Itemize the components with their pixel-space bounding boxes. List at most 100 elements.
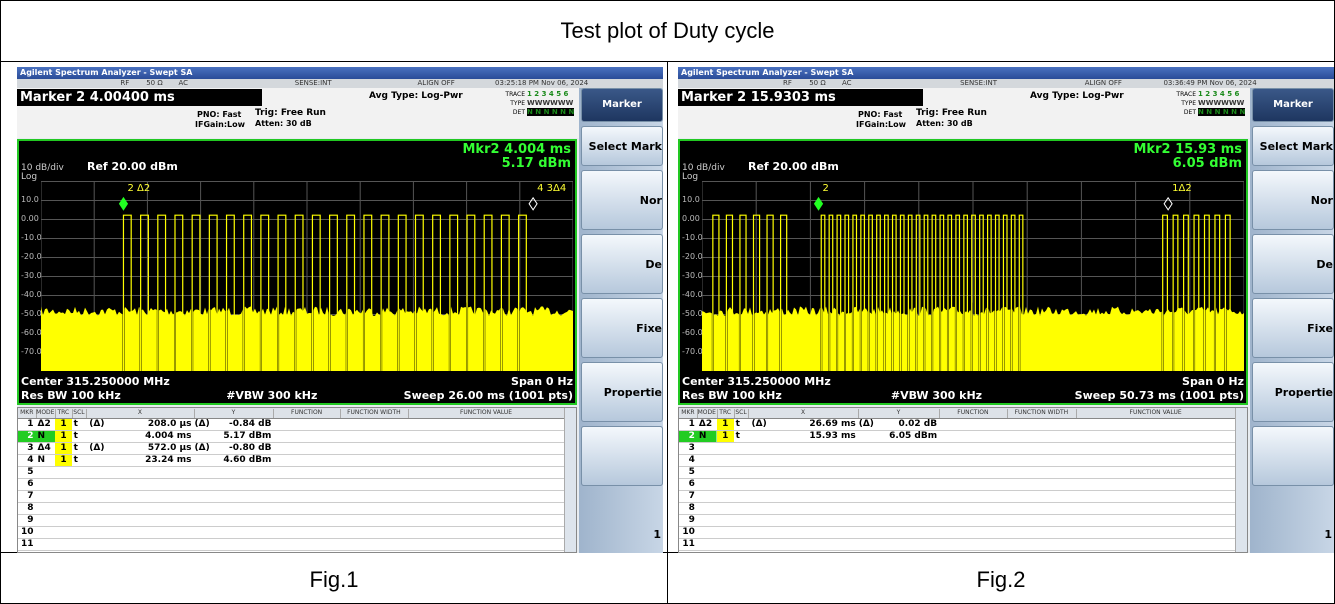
table-row [18,539,564,551]
status-text: 03:36:49 PM Nov 06, 2024 [1163,79,1256,88]
table-header-cell: MKR [18,409,37,418]
y-axis-label: -70.0 [21,347,42,356]
trace-value: WWWWWW [1198,99,1244,107]
softkey-header[interactable]: Marker [581,88,663,122]
table-cell: 6.05 dBm [878,431,937,442]
softkey [581,426,663,486]
softkey[interactable]: Fixe [1252,298,1334,358]
trace-label: TYPE [1148,100,1196,107]
softkey[interactable]: Nor [1252,170,1334,230]
marker-diamond [529,198,537,210]
softkey[interactable]: Select Mark [581,126,663,166]
table-cell: 6 [18,479,34,490]
table-cell: t [736,431,751,442]
table-cell: 2 [18,431,34,442]
softkey[interactable]: Propertie [581,362,663,422]
softkey[interactable]: De [581,234,663,294]
y-axis-label: 10.0 [682,195,700,204]
table-cell: 8 [18,503,34,514]
figure-caption: Fig.2 [668,553,1334,603]
y-axis-label: -60.0 [21,328,42,337]
plot-marker-label: 1Δ2 [1172,183,1192,194]
table-row [679,431,1235,443]
softkey[interactable]: De [1252,234,1334,294]
plot-marker-label: 2 Δ2 [127,183,150,194]
softkey-text: Marker [582,99,662,110]
vbw-label: #VBW 300 kHz [226,389,317,402]
marker-table: MKRMODETRCSCLXYFUNCTIONFUNCTION WIDTHFUN… [17,407,577,553]
y-axis-label: -40.0 [21,290,42,299]
window-title-bar: Agilent Spectrum Analyzer - Swept SA [678,67,1334,79]
table-cell: t [74,419,89,430]
trace-label: TYPE [477,100,525,107]
softkey-text: Nor [581,194,662,207]
status-text: SENSE:INT [295,79,332,88]
table-cell: 9 [679,515,695,526]
table-cell: 3 [18,443,34,454]
y-axis-label: -20.0 [21,252,42,261]
table-header-cell: FUNCTION WIDTH [1007,409,1078,418]
table-row [18,515,564,527]
plot-area: Mkr2 4.004 ms5.17 dBm10 dB/divRef 20.00 … [17,139,577,405]
table-cell: 5 [679,467,695,478]
table-cell: t [74,431,89,442]
table-cell: 15.93 ms [769,431,856,442]
softkey[interactable]: Fixe [581,298,663,358]
y-axis-label: -60.0 [682,328,703,337]
table-cell: t [736,419,751,430]
softkey-text: De [581,258,662,271]
avg-setting: Avg Type: Log-Pwr [1030,91,1124,101]
y-axis-label: 0.00 [21,214,39,223]
table-header-cell: SCL [72,409,88,418]
table-cell: 7 [679,491,695,502]
softkey [1252,426,1334,486]
softkey-text: Fixe [1252,322,1333,335]
rbw-label: Res BW 100 kHz [682,389,782,402]
table-row [18,455,564,467]
trig-setting: Trig: Free Run [255,108,326,118]
table-cell: 4.60 dBm [214,455,272,466]
table-cell: 2 [679,431,695,442]
table-header-cell: FUNCTION [273,409,340,418]
figure-caption: Fig.1 [1,553,667,603]
table-cell: 11 [18,539,34,550]
softkey-header[interactable]: Marker [1252,88,1334,122]
trace-label: DET [477,109,525,116]
status-text: 50 Ω [809,79,825,88]
softkey[interactable]: Propertie [1252,362,1334,422]
table-cell: t [74,455,89,466]
table-header-cell: FUNCTION VALUE [408,409,565,418]
table-cell: 6 [679,479,695,490]
y-axis-label: 0.00 [682,214,700,223]
y-axis-label: -20.0 [682,252,703,261]
span-label: Span 0 Hz [511,375,573,388]
status-text: RF [120,79,129,88]
trace-label: DET [1148,109,1196,116]
table-cell: 208.0 µs [106,419,191,430]
marker-diamond [815,198,823,210]
table-row [18,503,564,515]
table-cell: 4.004 ms [106,431,191,442]
softkey[interactable]: Select Mark [1252,126,1334,166]
marker-diamond [119,198,127,210]
softkey[interactable]: Nor [581,170,663,230]
sweep-label: Sweep 50.73 ms (1001 pts) [1075,389,1244,402]
y-axis-label: -30.0 [21,271,42,280]
rbw-label: Res BW 100 kHz [21,389,121,402]
y-axis-label: -40.0 [682,290,703,299]
table-row [679,479,1235,491]
log-label: Log [682,172,698,182]
table-cell: 8 [679,503,695,514]
y-axis-label: -10.0 [21,233,42,242]
trace-value: N N N N N N [527,108,574,116]
table-header-cell: Y [194,409,275,418]
plot-area: Mkr2 15.93 ms6.05 dBm10 dB/divRef 20.00 … [678,139,1248,405]
table-header-cell: TRC [55,409,73,418]
vbw-label: #VBW 300 kHz [891,389,982,402]
atten-setting: Atten: 30 dB [255,119,312,128]
table-cell: 1 [55,431,72,442]
table-cell: 5 [18,467,34,478]
trace-label: TRACE [477,91,525,98]
